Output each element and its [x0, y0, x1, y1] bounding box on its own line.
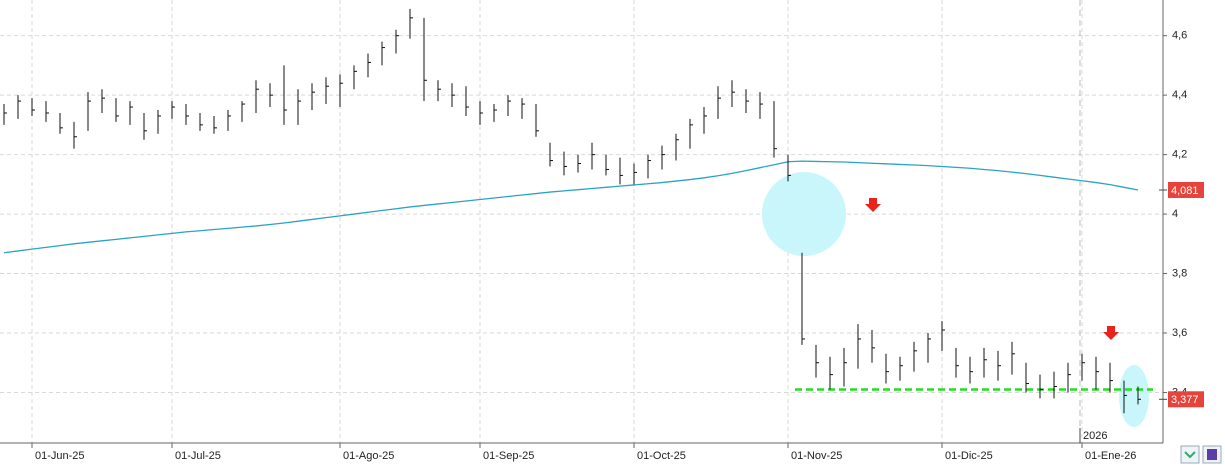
save-icon: [1207, 449, 1217, 460]
x-tick-label: 01-Jun-25: [35, 450, 85, 462]
x-tick-label: 01-Ene-26: [1085, 450, 1136, 462]
highlight-circle: [762, 172, 846, 256]
zoom-icon: [1184, 451, 1196, 459]
year-label: 2026: [1083, 430, 1107, 442]
plot: [3, 8, 1153, 414]
highlight-ellipse: [1119, 365, 1149, 427]
price-tag-label: 3,377: [1171, 394, 1199, 406]
price-tag: [1168, 391, 1204, 408]
x-tick-label: 01-Nov-25: [791, 450, 842, 462]
price-tag: [1168, 181, 1204, 198]
x-tick-label: 01-Ago-25: [343, 450, 394, 462]
x-tick-label: 01-Jul-25: [175, 450, 221, 462]
y-tick-label: 4: [1172, 208, 1178, 220]
x-tick-label: 01-Sep-25: [483, 450, 534, 462]
y-tick-label: 3,6: [1172, 327, 1187, 339]
moving-average-line: [3, 160, 1139, 254]
zoom-button[interactable]: [1180, 445, 1200, 464]
y-tick-label: 3,8: [1172, 267, 1187, 279]
x-tick-label: 01-Oct-25: [637, 450, 686, 462]
price-tag-label: 4,081: [1171, 185, 1199, 197]
grid: [0, 0, 1163, 443]
y-tick-label: 4,6: [1172, 30, 1187, 42]
y-tick-label: 4,4: [1172, 89, 1187, 101]
axes: 3,43,63,844,24,44,601-Jun-2501-Jul-2501-…: [31, 30, 1204, 462]
down-arrow: [865, 198, 881, 212]
x-tick-label: 01-Dic-25: [945, 450, 993, 462]
down-arrow: [1103, 326, 1119, 340]
y-tick-label: 4,2: [1172, 149, 1187, 161]
